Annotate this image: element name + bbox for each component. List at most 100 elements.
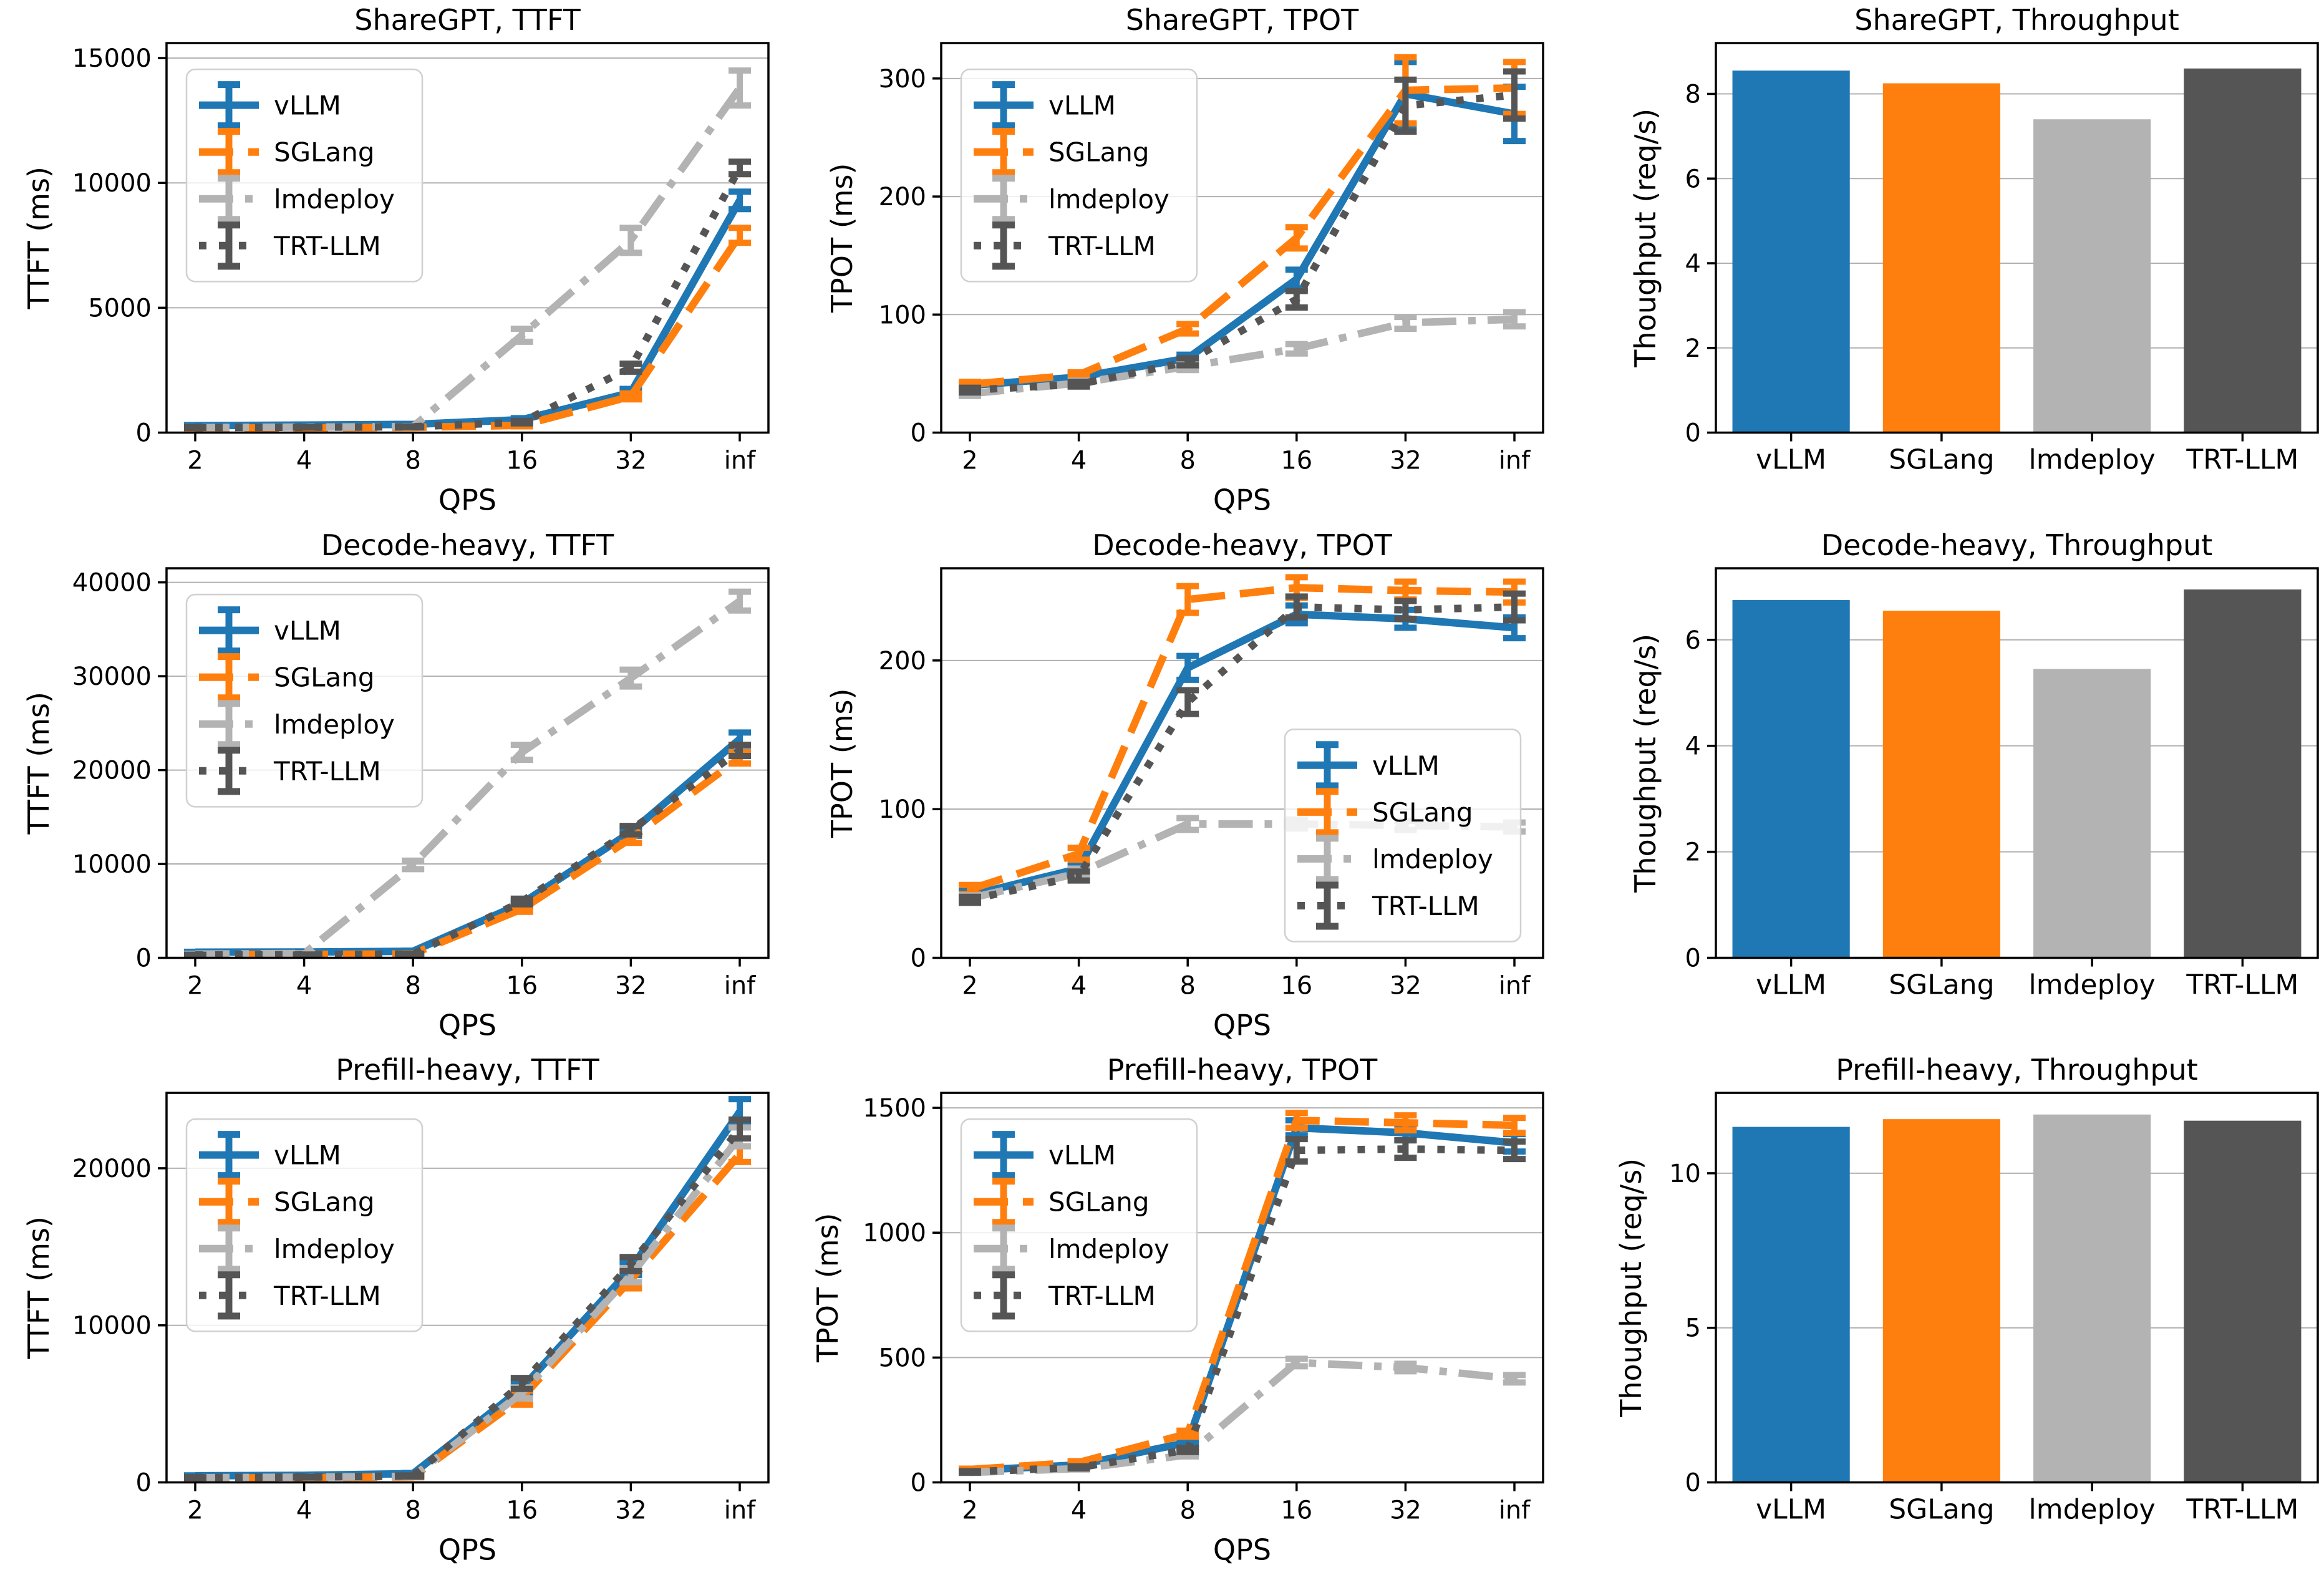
x-tick-label: 16 xyxy=(506,1496,538,1525)
legend-label: lmdeploy xyxy=(274,1234,395,1264)
y-tick-label: 4 xyxy=(1685,732,1701,760)
legend-entry-vLLM: vLLM xyxy=(974,1131,1116,1180)
series-line-SGLang xyxy=(195,754,742,958)
chart-canvas-prefill-heavy-tpot: 0 500 1000 1500 Prefill-heavy, TPOT TPOT (ms)… xyxy=(811,1053,1544,1567)
legend-label: TRT-LLM xyxy=(1372,891,1479,921)
legend-entry-vLLM: vLLM xyxy=(199,81,341,130)
y-tick-label: 10 xyxy=(1669,1160,1701,1188)
y-tick-label: 100 xyxy=(879,301,926,329)
x-tick-label: 16 xyxy=(506,971,538,1000)
y-tick-label: 0 xyxy=(136,419,152,448)
x-tick-label: inf xyxy=(724,447,756,475)
series-line-lmdeploy xyxy=(195,598,742,958)
bar-label-SGLang: SGLang xyxy=(1889,444,1994,476)
subplot-decode-heavy-ttft: 0 10000 20000 30000 40000 Decode-heavy, TTFT T… xyxy=(0,525,775,1050)
bar-label-SGLang: SGLang xyxy=(1889,969,1994,1001)
legend-label: lmdeploy xyxy=(274,709,395,739)
series-TRT-LLM xyxy=(184,158,751,432)
bar-lmdeploy xyxy=(2033,669,2151,958)
y-tick-label: 15000 xyxy=(72,44,152,73)
x-tick-label: 8 xyxy=(1179,447,1195,475)
x-tick-label: 16 xyxy=(506,447,538,475)
x-tick-label: 16 xyxy=(1281,447,1312,475)
series-TRT-LLM xyxy=(184,1117,751,1482)
y-tick-label: 0 xyxy=(136,1469,152,1498)
axes-frame xyxy=(1715,42,2319,434)
legend-label: TRT-LLM xyxy=(1048,1281,1156,1311)
y-tick-label: 200 xyxy=(879,183,926,211)
legend-label: SGLang xyxy=(1048,1187,1150,1218)
legend-box xyxy=(1284,728,1522,943)
bar-label-vLLM: vLLM xyxy=(1756,444,1826,476)
legend-entry-vLLM: vLLM xyxy=(1297,740,1440,789)
legend-entry-TRT-LLM: TRT-LLM xyxy=(199,1271,381,1320)
legend-label: vLLM xyxy=(1372,750,1440,780)
y-tick-label: 100 xyxy=(879,795,926,824)
bar-label-lmdeploy: lmdeploy xyxy=(2029,969,2156,1001)
series-line-vLLM xyxy=(969,610,1515,899)
legend-entry-lmdeploy: lmdeploy xyxy=(199,1224,395,1273)
legend: vLLM SGLang lmdeploy TRT-LLM xyxy=(185,1118,424,1332)
y-tick-label: 10000 xyxy=(72,169,152,198)
plot-title: ShareGPT, Throughput xyxy=(1854,3,2179,37)
axes-frame xyxy=(940,1092,1544,1484)
axes-frame xyxy=(165,42,770,434)
legend-entry-lmdeploy: lmdeploy xyxy=(1297,835,1493,883)
bar-vLLM xyxy=(1732,599,1850,958)
legend: vLLM SGLang lmdeploy TRT-LLM xyxy=(185,593,424,808)
x-tick-label: 2 xyxy=(962,447,977,475)
series-line-TRT-LLM xyxy=(969,91,1515,394)
axes-frame xyxy=(165,566,770,959)
x-tick-label: 32 xyxy=(615,971,647,1000)
x-tick-label: 16 xyxy=(1281,971,1312,1000)
legend-entry-lmdeploy: lmdeploy xyxy=(974,175,1169,223)
y-tick-label: 0 xyxy=(136,944,152,972)
bar-TRT-LLM xyxy=(2184,589,2302,958)
y-tick-label: 200 xyxy=(879,646,926,675)
x-tick-label: 2 xyxy=(187,447,203,475)
legend-entry-SGLang: SGLang xyxy=(199,652,375,701)
y-axis-label: TPOT (ms) xyxy=(811,1213,845,1364)
axes-frame xyxy=(165,1092,770,1484)
legend-label: vLLM xyxy=(274,1140,341,1171)
subplot-prefill-heavy-tpot: 0 500 1000 1500 Prefill-heavy, TPOT TPOT (ms)… xyxy=(775,1050,1549,1575)
plot-title: Decode-heavy, TTFT xyxy=(321,528,614,562)
y-tick-label: 0 xyxy=(911,944,926,972)
legend-label: lmdeploy xyxy=(1372,844,1493,875)
x-tick-label: 8 xyxy=(1179,971,1195,1000)
series-line-vLLM xyxy=(969,90,1516,389)
x-axis-label: QPS xyxy=(438,1533,496,1567)
legend: vLLM SGLang lmdeploy TRT-LLM xyxy=(960,1118,1198,1332)
x-axis-label: QPS xyxy=(1213,483,1271,517)
x-tick-label: 32 xyxy=(615,1496,647,1525)
x-tick-label: 4 xyxy=(1071,447,1087,475)
legend-entry-lmdeploy: lmdeploy xyxy=(974,1224,1169,1273)
bar-label-lmdeploy: lmdeploy xyxy=(2029,444,2156,476)
plot-title: Decode-heavy, TPOT xyxy=(1092,528,1392,562)
legend-entry-lmdeploy: lmdeploy xyxy=(199,699,395,748)
y-tick-label: 10000 xyxy=(72,850,152,879)
chart-canvas-decode-heavy-ttft: 0 10000 20000 30000 40000 Decode-heavy, TTFT T… xyxy=(22,528,770,1042)
legend-label: TRT-LLM xyxy=(273,1281,381,1311)
x-tick-label: 2 xyxy=(962,971,977,1000)
x-tick-label: 8 xyxy=(405,1496,420,1525)
y-axis-label: TTFT (ms) xyxy=(22,167,56,310)
legend-entry-TRT-LLM: TRT-LLM xyxy=(199,746,381,795)
x-tick-label: inf xyxy=(1499,1496,1531,1525)
y-axis-label: Thoughput (req/s) xyxy=(1629,634,1662,893)
x-tick-label: 2 xyxy=(962,1496,977,1525)
x-tick-label: inf xyxy=(1499,447,1531,475)
y-tick-label: 4 xyxy=(1685,250,1701,278)
subplot-sharegpt-tpot: 0 100 200 300 ShareGPT, TPOT TPOT (ms) 2 4 8 16 32… xyxy=(775,0,1549,525)
bar-label-TRT-LLM: TRT-LLM xyxy=(2186,444,2298,476)
bar-lmdeploy xyxy=(2033,119,2151,433)
y-axis-label: TTFT (ms) xyxy=(22,1216,56,1360)
axes-frame xyxy=(940,566,1544,959)
legend-box xyxy=(185,1118,424,1332)
chart-canvas-prefill-heavy-ttft: 0 10000 20000 Prefill-heavy, TTFT TTFT (ms) 2… xyxy=(22,1053,770,1567)
y-tick-label: 6 xyxy=(1685,165,1701,193)
x-axis-label: QPS xyxy=(1213,1533,1271,1567)
legend-entry-SGLang: SGLang xyxy=(974,1178,1150,1226)
x-axis-label: QPS xyxy=(438,1008,496,1042)
